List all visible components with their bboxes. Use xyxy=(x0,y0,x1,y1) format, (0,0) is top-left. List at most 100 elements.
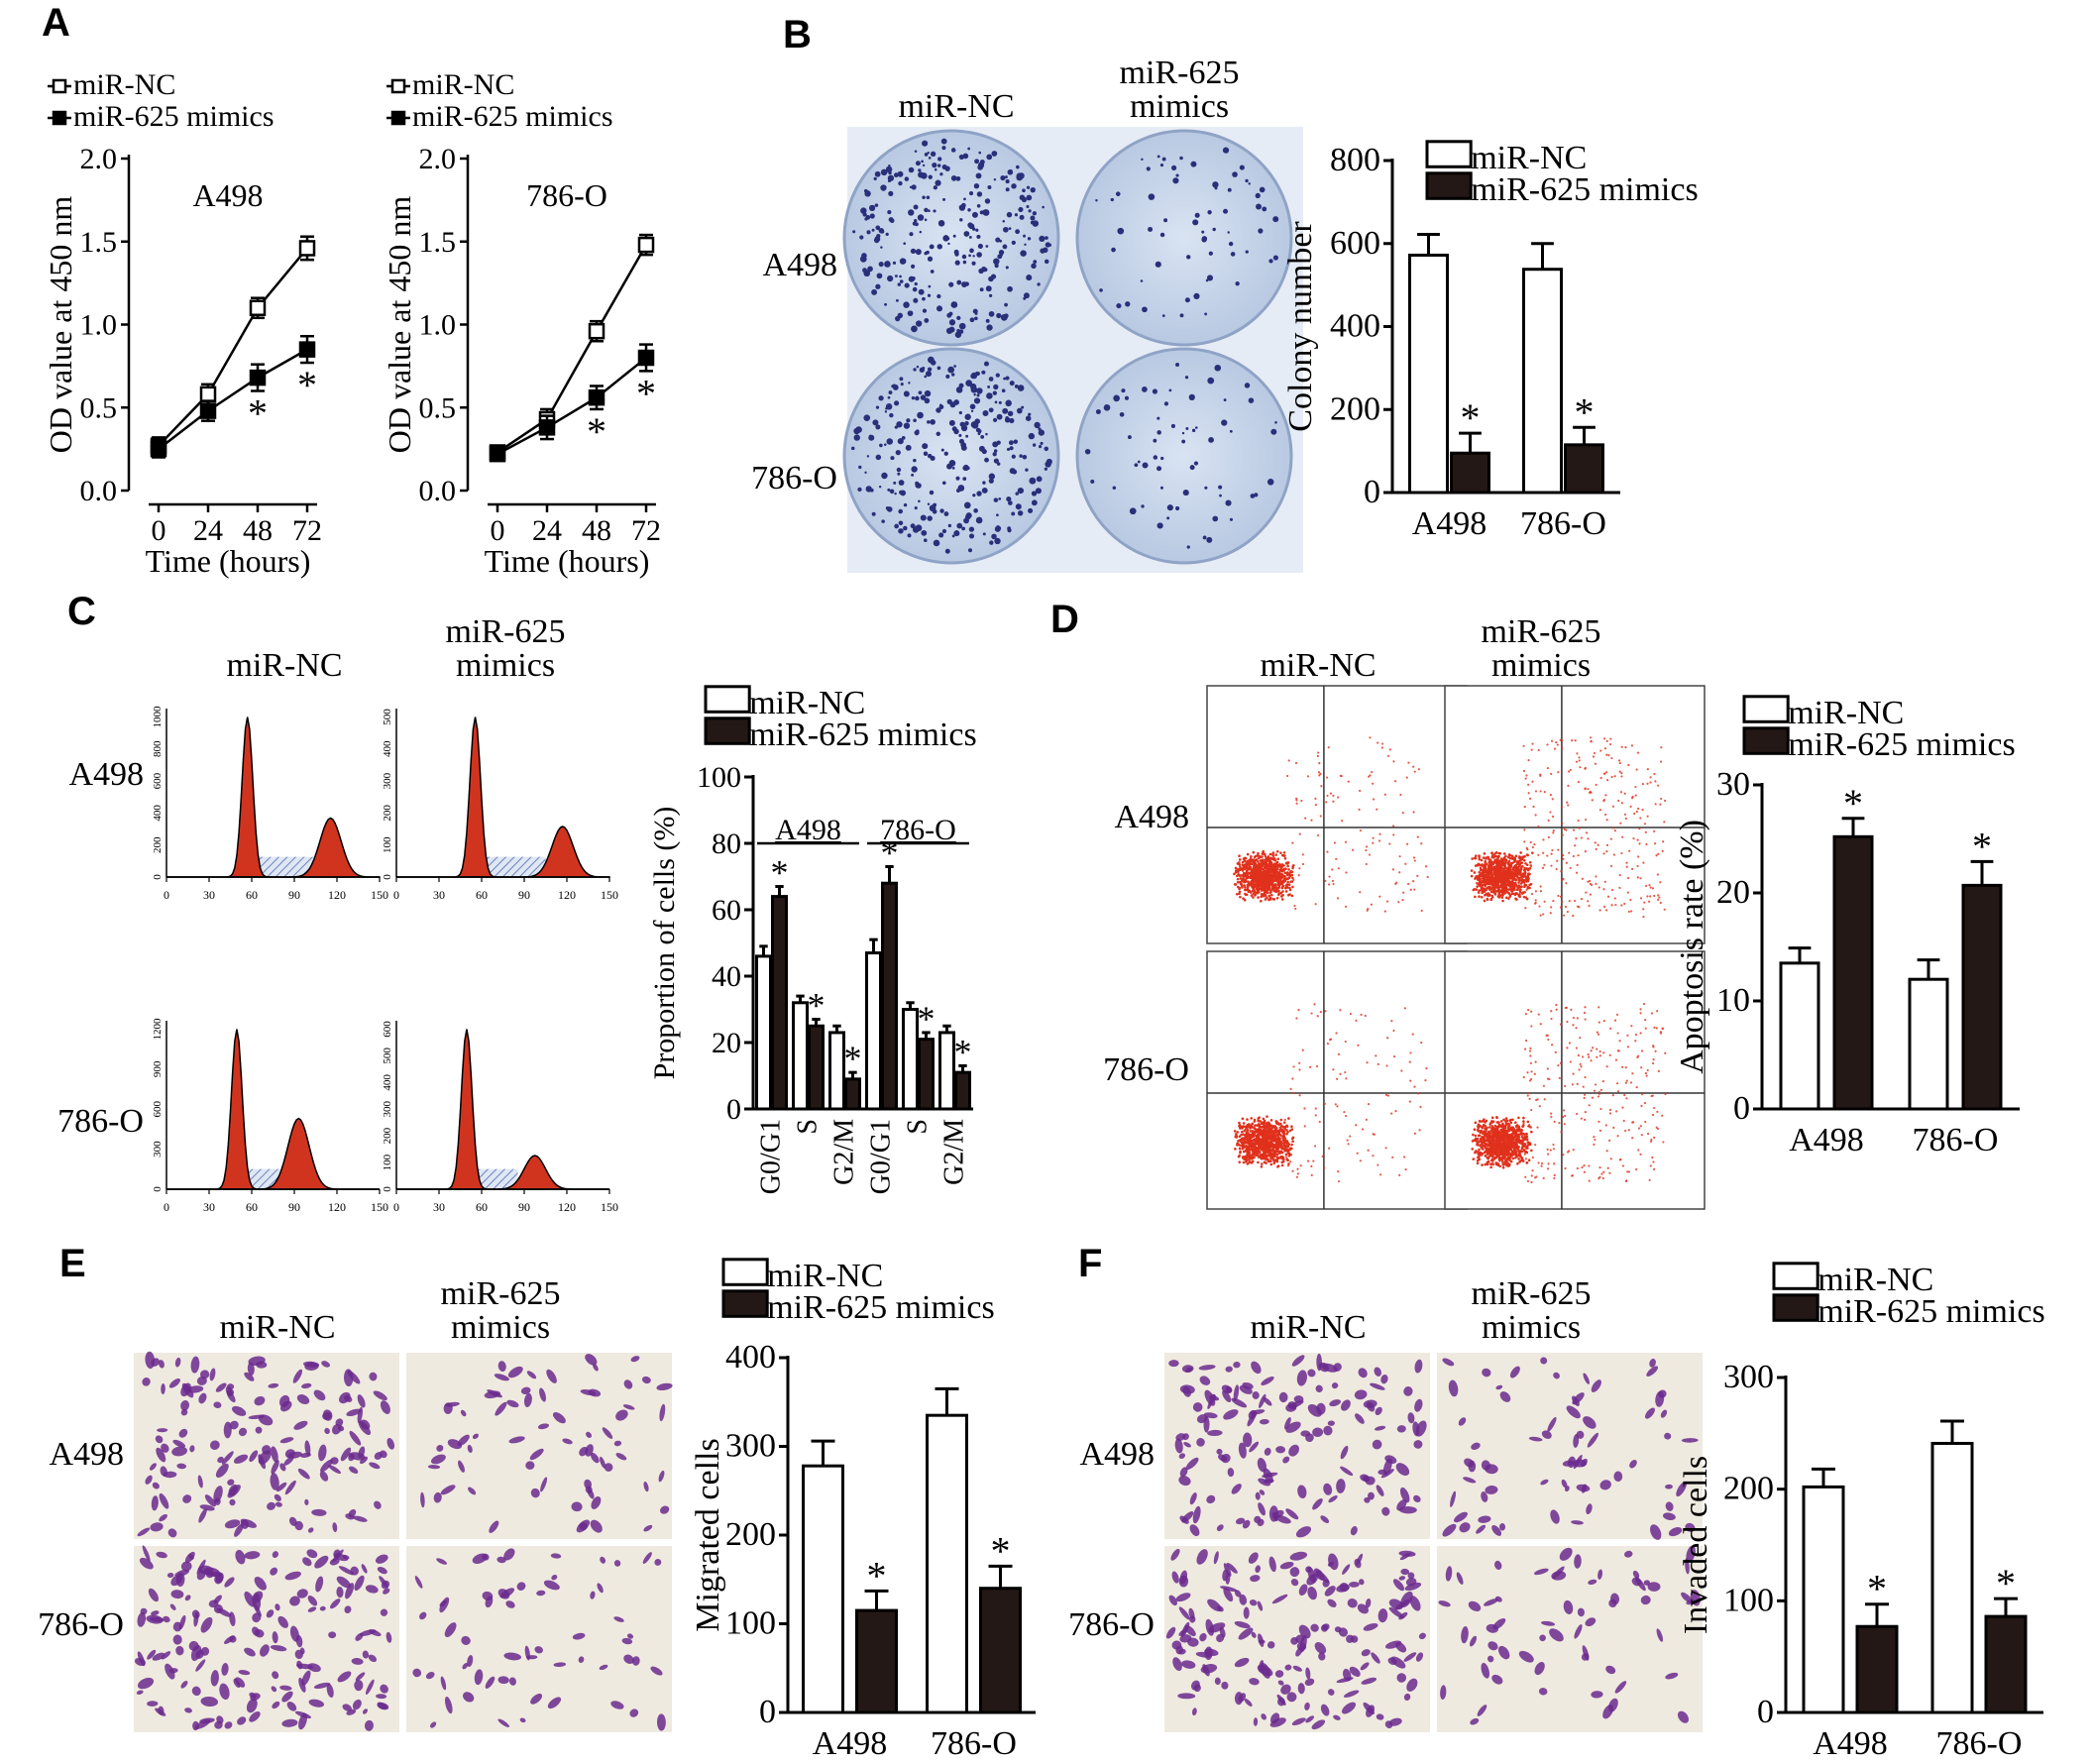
event-dot xyxy=(1520,885,1523,888)
event-dot xyxy=(1478,889,1481,892)
event-dot xyxy=(1514,1121,1517,1125)
event-dot xyxy=(1286,1158,1289,1162)
event-dot xyxy=(1527,759,1530,762)
event-dot xyxy=(1266,1139,1268,1142)
event-dot xyxy=(1248,1148,1252,1152)
colony-dot xyxy=(921,529,928,536)
colony-dot xyxy=(963,501,971,509)
event-dot xyxy=(1515,898,1518,901)
event-dot xyxy=(1572,828,1576,831)
colony-dot xyxy=(915,249,922,256)
colony-dot xyxy=(984,198,991,204)
colony-dot xyxy=(859,235,864,240)
colony-dot xyxy=(1005,179,1010,184)
colony-dot xyxy=(1202,535,1207,540)
event-dot xyxy=(1241,869,1245,872)
event-dot xyxy=(1636,751,1640,754)
event-dot xyxy=(1314,804,1317,807)
event-dot xyxy=(1287,883,1291,887)
event-dot xyxy=(1241,1117,1245,1121)
colony-dot xyxy=(1023,234,1027,238)
event-dot xyxy=(1412,880,1415,883)
event-dot xyxy=(1568,851,1571,854)
colony-dot xyxy=(907,533,912,538)
colony-dot xyxy=(1001,388,1006,393)
event-dot xyxy=(1261,1130,1265,1134)
colony-dot xyxy=(915,524,923,532)
event-dot xyxy=(1271,897,1275,901)
event-dot xyxy=(1514,863,1517,867)
event-dot xyxy=(1278,1150,1281,1154)
colony-dot xyxy=(948,281,954,287)
histogram-x-tick-label: 150 xyxy=(601,1200,618,1214)
event-dot xyxy=(1595,783,1597,787)
histogram-g1-peak xyxy=(396,717,609,878)
colony-dot xyxy=(1134,463,1139,468)
event-dot xyxy=(1605,739,1608,742)
colony-dot xyxy=(974,159,980,165)
colony-dot xyxy=(972,255,975,258)
event-dot xyxy=(1314,797,1317,800)
event-dot xyxy=(1492,876,1495,880)
colony-dot xyxy=(903,301,910,308)
histogram-x-tick-label: 90 xyxy=(288,888,300,902)
colony-dot xyxy=(939,508,944,513)
event-dot xyxy=(1602,800,1605,803)
colony-dot xyxy=(993,178,997,181)
histogram-y-tick-label: 300 xyxy=(152,1141,164,1158)
event-dot xyxy=(1274,877,1278,880)
histogram-x-tick-label: 120 xyxy=(558,1200,576,1214)
event-dot xyxy=(1635,768,1638,771)
event-dot xyxy=(1523,890,1526,894)
colony-dot xyxy=(916,483,922,489)
colony-dot xyxy=(1207,209,1212,215)
colony-dot xyxy=(946,237,950,241)
event-dot xyxy=(1262,1139,1265,1142)
event-dot xyxy=(1486,886,1490,889)
event-dot xyxy=(1259,1120,1263,1123)
colony-dot xyxy=(953,428,959,435)
event-dot xyxy=(1483,888,1486,891)
event-dot xyxy=(1489,870,1493,874)
histogram-y-tick-label: 800 xyxy=(152,740,164,757)
event-dot xyxy=(1546,743,1549,746)
event-dot xyxy=(1526,848,1529,851)
event-dot xyxy=(1486,864,1490,868)
event-dot xyxy=(1337,796,1340,799)
event-dot xyxy=(1588,791,1592,794)
event-dot xyxy=(1522,769,1526,773)
colony-dot xyxy=(913,297,919,303)
colony-dot xyxy=(903,242,907,246)
event-dot xyxy=(1326,1043,1330,1046)
event-dot xyxy=(1234,883,1238,886)
colony-dot xyxy=(887,210,892,215)
event-dot xyxy=(1551,848,1554,852)
event-dot xyxy=(1569,768,1572,772)
event-dot xyxy=(1483,1139,1486,1143)
colony-dot xyxy=(959,218,963,222)
event-dot xyxy=(1275,849,1279,853)
event-dot xyxy=(1361,1128,1365,1131)
event-dot xyxy=(1416,874,1419,877)
colony-dot xyxy=(1156,466,1162,472)
y-tick-label: 0.5 xyxy=(419,391,457,424)
bar-control xyxy=(1522,268,1563,495)
event-dot xyxy=(1495,1150,1499,1154)
event-dot xyxy=(1481,863,1484,867)
event-dot xyxy=(1547,835,1550,839)
event-dot xyxy=(1291,1169,1294,1172)
event-dot xyxy=(1287,1117,1290,1120)
colony-dot xyxy=(930,151,936,158)
significance-star: * xyxy=(954,1032,972,1071)
event-dot xyxy=(1266,1115,1268,1118)
event-dot xyxy=(1270,877,1274,881)
event-dot xyxy=(1344,1040,1347,1044)
event-dot xyxy=(1267,1122,1271,1126)
x-axis-label: Time (hours) xyxy=(146,543,311,579)
colony-dot xyxy=(911,466,918,473)
colony-dot xyxy=(904,390,909,395)
colony-dot xyxy=(928,209,931,213)
event-dot xyxy=(1270,868,1274,872)
colony-dot xyxy=(985,432,988,436)
event-dot xyxy=(1267,1147,1271,1151)
